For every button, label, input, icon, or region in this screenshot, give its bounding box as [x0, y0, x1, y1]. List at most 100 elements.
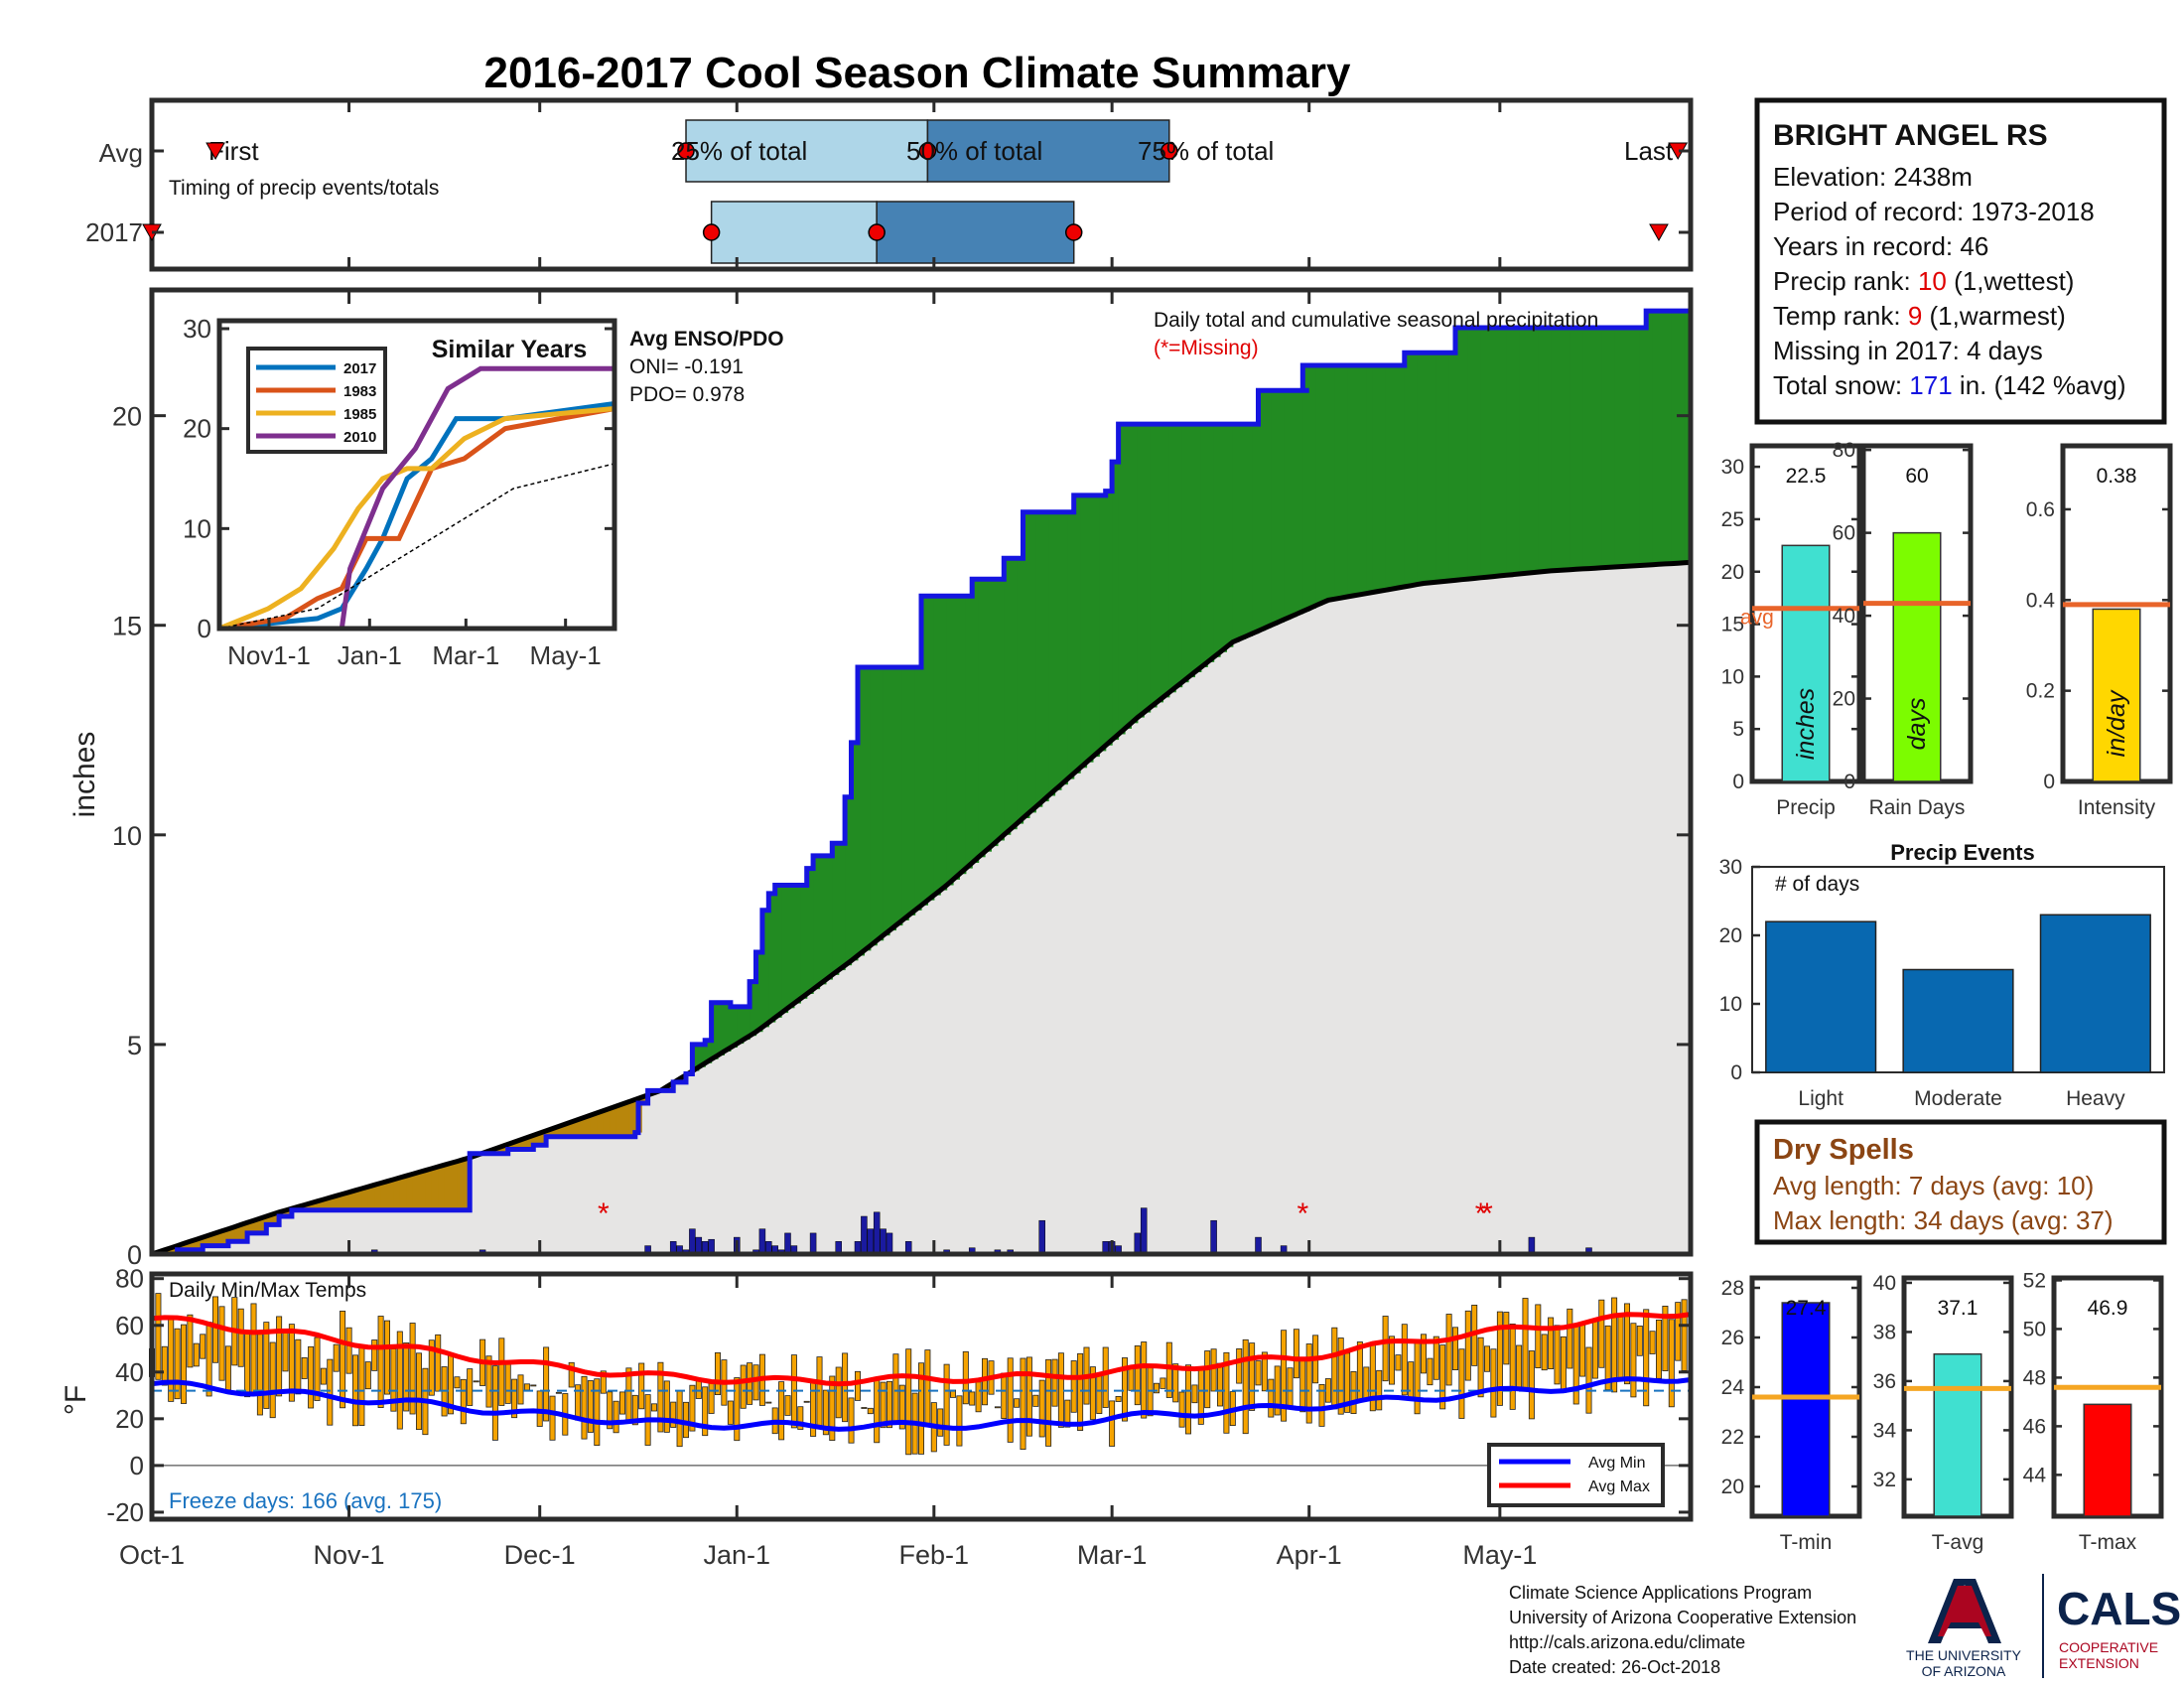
daily-temp-bar	[1509, 1324, 1516, 1410]
precip-frame	[149, 287, 1694, 1257]
daily-temp-bar	[282, 1329, 289, 1372]
daily-temp-bar	[1020, 1357, 1026, 1450]
station-period: Period of record: 1973-2018	[1773, 197, 2095, 226]
daily-temp-bar	[1191, 1384, 1198, 1404]
events-ytick-label: 30	[1719, 856, 1742, 879]
above-average-fill	[1284, 390, 1292, 621]
above-average-fill	[711, 1002, 719, 1059]
precip-value: 22.5	[1786, 465, 1827, 488]
daily-temp-bar	[345, 1327, 352, 1374]
above-average-fill	[1627, 328, 1634, 567]
total-snow: Total snow: 171 in. (142 %avg)	[1773, 370, 2126, 400]
temp-rank: Temp rank: 9 (1,warmest)	[1773, 301, 2066, 331]
daily-temp-bar	[689, 1384, 696, 1432]
temp-ytick-label: 40	[115, 1357, 144, 1387]
above-average-fill	[1226, 424, 1234, 647]
above-average-fill	[1315, 365, 1323, 606]
daily-precip-bar	[1528, 1236, 1536, 1255]
month-tick-label: Apr-1	[1277, 1540, 1342, 1570]
daily-temp-bar	[409, 1323, 416, 1415]
daily-temp-bar	[377, 1316, 384, 1408]
above-average-fill	[1150, 424, 1158, 708]
below-average-fill	[342, 1194, 350, 1210]
daily-temp-bar	[708, 1381, 715, 1414]
daily-temp-bar	[1662, 1306, 1669, 1372]
temp-ytick-label: 80	[115, 1264, 144, 1294]
daily-temp-bar	[1630, 1323, 1637, 1398]
tavg-value: 37.1	[1938, 1297, 1979, 1320]
below-average-fill	[438, 1167, 446, 1210]
below-average-fill	[584, 1117, 592, 1137]
precip-ytick-label: 5	[1732, 718, 1744, 741]
daily-temp-bar	[193, 1342, 200, 1367]
daily-temp-bar	[1528, 1350, 1535, 1420]
above-average-fill	[1086, 494, 1094, 763]
daily-temp-bar	[1337, 1337, 1344, 1415]
above-average-fill	[1239, 424, 1247, 639]
dry-spells: Dry Spells Avg length: 7 days (avg: 10) …	[1754, 1119, 2167, 1245]
month-tick-label: Nov-1	[314, 1540, 385, 1570]
daily-temp-bar	[1134, 1345, 1141, 1406]
raindays-label: Rain Days	[1869, 796, 1966, 819]
ua-logo-line2: OF ARIZONA	[1922, 1663, 2006, 1679]
missing-marker: *	[598, 1197, 610, 1230]
daily-temp-bar	[1395, 1354, 1402, 1371]
daily-temp-bar	[403, 1342, 410, 1412]
daily-temp-bar	[587, 1380, 594, 1433]
above-average-fill	[953, 596, 960, 880]
avg-q25-q50-box	[685, 119, 929, 183]
above-average-fill	[1004, 558, 1012, 835]
missing-days: Missing in 2017: 4 days	[1773, 336, 2043, 365]
footer-date: Date created: 26-Oct-2018	[1509, 1657, 1720, 1677]
below-average-fill	[266, 1216, 274, 1225]
above-average-fill	[1684, 311, 1692, 563]
daily-temp-bar	[1281, 1330, 1288, 1422]
below-average-fill	[610, 1108, 617, 1137]
daily-temp-bar	[1305, 1343, 1312, 1424]
above-average-fill	[851, 742, 859, 961]
precip-bar	[1781, 544, 1831, 782]
events-ytick-label: 20	[1719, 924, 1742, 947]
above-average-fill	[1551, 328, 1559, 571]
below-average-fill	[374, 1185, 382, 1210]
intensity-value: 0.38	[2097, 465, 2137, 488]
intensity-unit: in/day	[2103, 689, 2130, 757]
tmin-ytick-label: 24	[1721, 1376, 1745, 1399]
tmin-ytick-label: 20	[1721, 1476, 1744, 1498]
above-average-fill	[1277, 390, 1285, 623]
timing-panel: Avg 2017 First Last Timing of precip eve…	[85, 97, 1694, 272]
daily-temp-bar	[1014, 1398, 1021, 1408]
daily-temp-bar	[1548, 1317, 1555, 1369]
daily-temp-bar	[1038, 1379, 1045, 1438]
daily-temp-bar	[1585, 1346, 1592, 1414]
raindays-value: 60	[1905, 465, 1928, 488]
above-average-fill	[1435, 352, 1443, 583]
above-average-fill	[1398, 365, 1406, 588]
events-category-label: Heavy	[2066, 1087, 2125, 1110]
month-tick-label: Mar-1	[1077, 1540, 1148, 1570]
daily-temp-bar	[822, 1389, 829, 1436]
above-average-fill	[1271, 390, 1279, 626]
above-average-fill	[787, 885, 795, 1009]
daily-temp-bar	[1331, 1327, 1338, 1410]
temp-panel: -20 0 20 40 60 80 Daily Min/Max Temps Freeze …	[60, 1264, 1694, 1527]
daily-temp-bar	[276, 1316, 283, 1397]
daily-temp-bar	[842, 1352, 849, 1423]
tmax-value: 46.9	[2088, 1297, 2128, 1320]
daily-temp-bar	[1363, 1366, 1370, 1400]
daily-temp-bar	[727, 1400, 734, 1425]
events-bar-heavy	[2039, 914, 2151, 1073]
month-tick-label: Oct-1	[119, 1540, 185, 1570]
daily-temp-bar	[670, 1401, 677, 1428]
inset-line-1985	[218, 406, 615, 632]
daily-temp-bar	[364, 1361, 371, 1390]
above-average-fill	[1671, 311, 1679, 564]
below-average-fill	[361, 1189, 369, 1210]
inset-line-1983	[218, 406, 615, 632]
inset-legend-label: 1983	[343, 383, 376, 400]
dry-avg: Avg length: 7 days (avg: 10)	[1773, 1171, 2094, 1200]
daily-temp-bar	[1427, 1357, 1433, 1386]
quantile-marker	[702, 223, 721, 241]
below-average-fill	[190, 1241, 198, 1250]
